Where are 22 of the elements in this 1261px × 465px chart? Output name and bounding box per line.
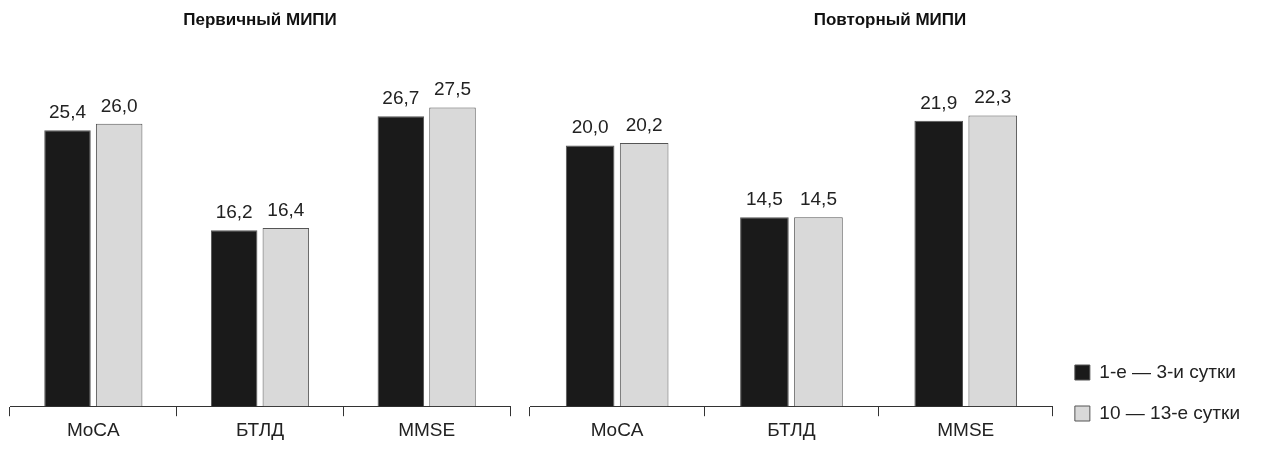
x-tick-label: MoCA: [66, 418, 121, 440]
x-tick-label: БТЛД: [767, 418, 816, 440]
x-tick-label: MMSE: [398, 418, 456, 440]
legend-label: 1-е — 3-и сутки: [1099, 360, 1236, 382]
x-tick-label: MoCA: [590, 418, 644, 440]
data-label: 20,2: [625, 113, 663, 135]
data-label: 25,4: [49, 101, 87, 123]
data-label: 26,7: [382, 86, 420, 108]
x-tick-label: БТЛД: [235, 418, 285, 440]
data-label: 21,9: [920, 91, 958, 113]
data-label: 22,3: [974, 86, 1012, 108]
chart-title: Повторный МИПИ: [813, 9, 967, 29]
data-label: 14,5: [745, 187, 783, 209]
data-label: 16,4: [267, 198, 305, 220]
data-label: 20,0: [571, 116, 609, 138]
legend-label: 10 — 13-е сутки: [1099, 401, 1241, 423]
data-label: 16,2: [215, 201, 253, 222]
x-tick-label: MMSE: [937, 418, 995, 440]
data-label: 27,5: [434, 78, 471, 100]
data-label: 14,5: [799, 187, 837, 209]
data-label: 26,0: [100, 94, 138, 116]
chart-title: Первичный МИПИ: [183, 9, 337, 29]
